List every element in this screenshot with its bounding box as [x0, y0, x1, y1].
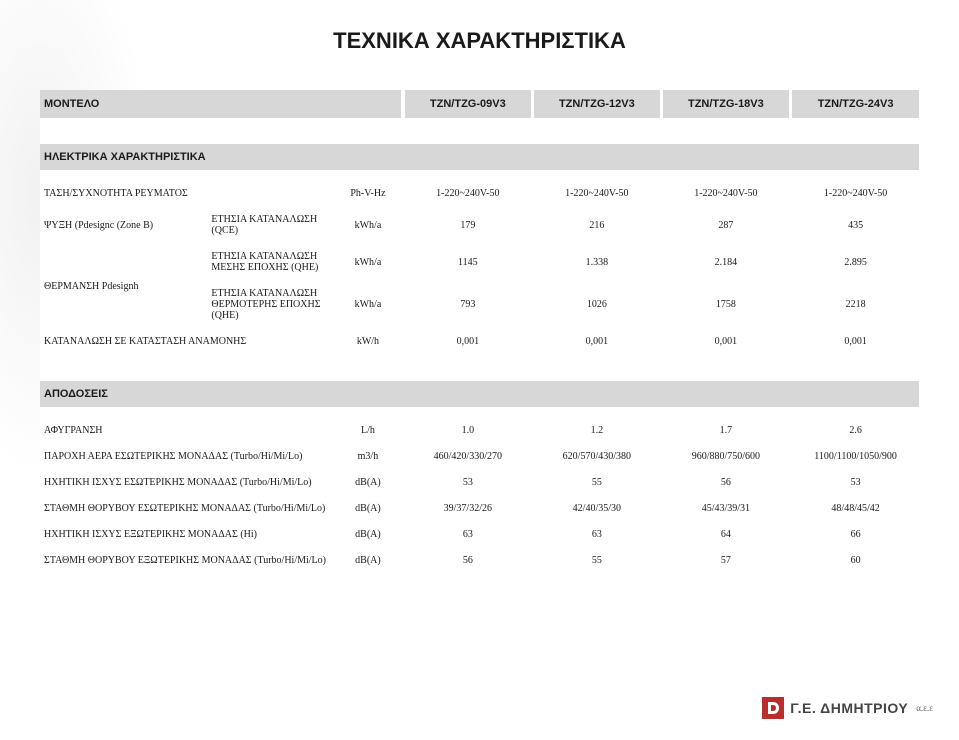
table-row: ΚΑΤΑΝΑΛΩΣΗ ΣΕ ΚΑΤΑΣΤΑΣΗ ΑΝΑΜΟΝΗΣ kW/h 0,…: [40, 329, 919, 355]
page-title: ΤΕΧΝΙΚΑ ΧΑΡΑΚΤΗΡΙΣΤΙΚΑ: [40, 28, 919, 54]
table-row: ΨΥΞΗ (Pdesignc (Zone B) ΕΤΗΣΙΑ ΚΑΤΑΝΑΛΩΣ…: [40, 207, 919, 244]
logo-icon: [762, 697, 784, 719]
footer-logo: Γ.Ε. ΔΗΜΗΤΡΙΟΥ α.ε.ε: [762, 697, 933, 719]
logo-suffix: α.ε.ε: [916, 703, 933, 713]
table-row: ΠΑΡΟΧΗ ΑΕΡΑ ΕΣΩΤΕΡΙΚΗΣ ΜΟΝΑΔΑΣ (Turbo/Hi…: [40, 443, 919, 469]
table-row: ΘΕΡΜΑΝΣΗ Pdesignh ΕΤΗΣΙΑ ΚΑΤΑΝΑΛΩΣΗ ΜΕΣΗ…: [40, 244, 919, 281]
model-3: TZN/TZG-24V3: [792, 90, 919, 118]
table-row: ΗΧΗΤΙΚΗ ΙΣΧΥΣ ΕΣΩΤΕΡΙΚΗΣ ΜΟΝΑΔΑΣ (Turbo/…: [40, 469, 919, 495]
spec-table: ΜΟΝΤΕΛΟ TZN/TZG-09V3 TZN/TZG-12V3 TZN/TZ…: [40, 90, 919, 575]
model-label: ΜΟΝΤΕΛΟ: [40, 90, 401, 118]
model-2: TZN/TZG-18V3: [663, 90, 788, 118]
section-performance: ΑΠΟΔΟΣΕΙΣ: [40, 381, 919, 407]
logo-text: Γ.Ε. ΔΗΜΗΤΡΙΟΥ: [790, 700, 908, 716]
model-header-row: ΜΟΝΤΕΛΟ TZN/TZG-09V3 TZN/TZG-12V3 TZN/TZ…: [40, 90, 919, 118]
table-row: ΣΤΑΘΜΗ ΘΟΡΥΒΟΥ ΕΣΩΤΕΡΙΚΗΣ ΜΟΝΑΔΑΣ (Turbo…: [40, 495, 919, 521]
table-row: ΤΑΣΗ/ΣΥΧΝΟΤΗΤΑ ΡΕΥΜΑΤΟΣ Ph-V-Hz 1-220~24…: [40, 182, 919, 207]
table-row: ΣΤΑΘΜΗ ΘΟΡΥΒΟΥ ΕΞΩΤΕΡΙΚΗΣ ΜΟΝΑΔΑΣ (Turbo…: [40, 547, 919, 573]
model-0: TZN/TZG-09V3: [405, 90, 530, 118]
page-container: ΤΕΧΝΙΚΑ ΧΑΡΑΚΤΗΡΙΣΤΙΚΑ ΜΟΝΤΕΛΟ TZN/TZG-0…: [0, 0, 959, 575]
table-row: ΗΧΗΤΙΚΗ ΙΣΧΥΣ ΕΞΩΤΕΡΙΚΗΣ ΜΟΝΑΔΑΣ (Hi) dB…: [40, 521, 919, 547]
table-row: ΑΦΥΓΡΑΝΣΗ L/h 1.0 1.2 1.7 2.6: [40, 419, 919, 444]
model-1: TZN/TZG-12V3: [534, 90, 659, 118]
section-electrical: ΗΛΕΚΤΡΙΚΑ ΧΑΡΑΚΤΗΡΙΣΤΙΚΑ: [40, 144, 919, 170]
